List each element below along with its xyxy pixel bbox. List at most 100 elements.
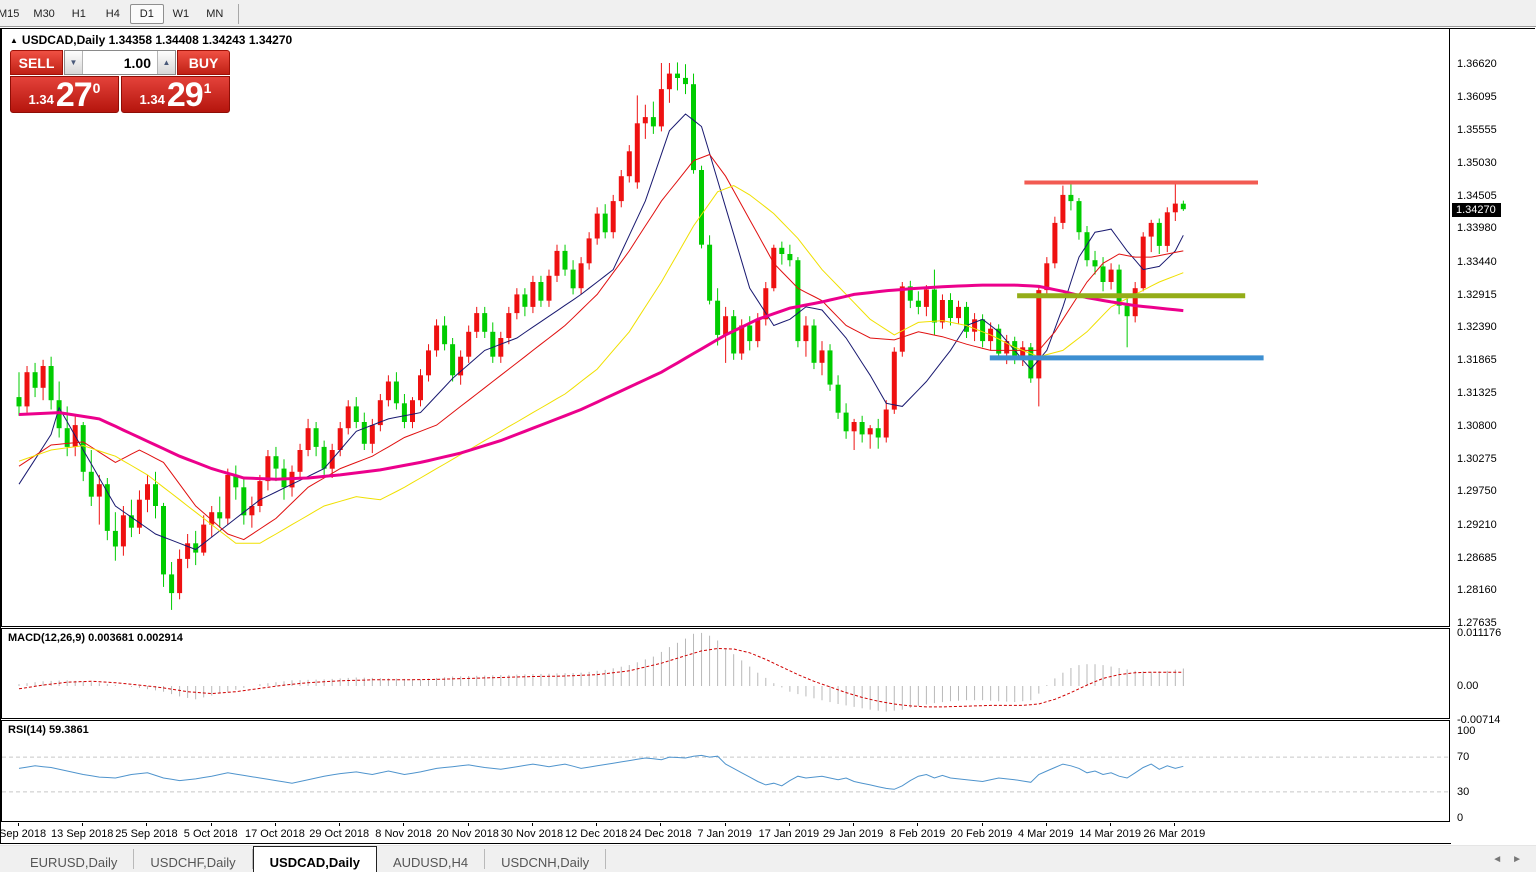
price-chart-canvas[interactable] — [2, 29, 1449, 625]
candle-body — [554, 250, 560, 276]
candle-body — [699, 170, 704, 245]
candle-body — [418, 375, 423, 401]
candle-body — [980, 319, 986, 342]
macd-indicator-pane[interactable]: MACD(12,26,9) 0.003681 0.002914 — [1, 628, 1450, 719]
collapse-arrow-icon[interactable]: ▲ — [10, 36, 18, 45]
candle-body — [265, 456, 271, 482]
timeframe-button-d1[interactable]: D1 — [129, 3, 164, 24]
price-axis[interactable]: 1.36620 1.36095 1.35555 1.35030 1.34505 1.339… — [1451, 29, 1536, 845]
price-axis-label: 1.27635 — [1457, 617, 1497, 629]
rsi-canvas[interactable] — [2, 721, 1449, 821]
timeframe-button-h1[interactable]: H1 — [71, 7, 86, 20]
macd-label: MACD(12,26,9) 0.003681 0.002914 — [8, 632, 183, 644]
date-tick — [917, 823, 919, 826]
volume-input[interactable]: 1.00 — [83, 51, 157, 74]
price-chart-pane[interactable]: ▲ USDCAD,Daily 1.34358 1.34408 1.34243 1.… — [1, 29, 1450, 627]
date-label: 3 Sep 2018 — [0, 828, 47, 840]
candle-body — [353, 406, 359, 422]
ohlc-high: 1.34408 — [155, 33, 199, 47]
rsi-indicator-pane[interactable]: RSI(14) 59.3861 — [1, 720, 1450, 822]
date-label: 29 Jan 2019 — [822, 828, 884, 840]
candle-body — [915, 300, 921, 307]
candle-body — [297, 450, 303, 472]
candle-body — [120, 515, 126, 547]
date-tick — [339, 823, 341, 826]
candle-body — [185, 543, 191, 559]
candle-body — [819, 350, 825, 363]
candle-body — [715, 300, 721, 335]
candle-body — [1060, 194, 1066, 223]
sell-button[interactable]: SELL — [10, 50, 63, 75]
tab-usdcnh-daily[interactable]: USDCNH,Daily — [485, 849, 607, 870]
price-axis-label: 1.32915 — [1457, 288, 1497, 301]
timeframe-button-h4[interactable]: H4 — [105, 7, 120, 20]
candle-body — [16, 397, 22, 407]
rsi-axis-label: 0 — [1457, 812, 1464, 824]
candle-body — [401, 403, 407, 422]
volume-increase-button[interactable]: ▲ — [157, 51, 175, 74]
candle-body — [233, 474, 239, 488]
candle-body — [201, 524, 207, 553]
candle-body — [128, 515, 134, 528]
date-label: 26 Mar 2019 — [1143, 828, 1206, 840]
candle-body — [241, 487, 247, 516]
macd-axis-label: 0.011176 — [1457, 627, 1502, 639]
candle-body — [257, 481, 263, 506]
candle-body — [666, 73, 672, 90]
candle-body — [377, 400, 383, 426]
candle-body — [948, 300, 953, 318]
timeframe-button-m15[interactable]: M15 — [0, 7, 20, 20]
timeframe-button-m30[interactable]: M30 — [33, 7, 55, 20]
candle-body — [48, 366, 54, 401]
volume-spinner: ▼ 1.00 ▲ — [64, 50, 176, 75]
tab-scroll-right-icon[interactable]: ► — [1512, 853, 1522, 865]
candle-body — [490, 331, 496, 357]
candle-body — [1108, 269, 1114, 282]
date-label: 5 Oct 2018 — [183, 828, 238, 840]
tab-scroll-arrows: ◄ ► — [1492, 846, 1536, 872]
macd-canvas[interactable] — [2, 629, 1449, 718]
price-axis-label: 1.31325 — [1457, 387, 1497, 400]
candle-body — [803, 325, 809, 342]
candle-body — [273, 456, 279, 469]
current-price-badge: 1.34270 — [1452, 203, 1501, 218]
sell-price-pip: 0 — [92, 80, 101, 96]
sell-price-prefix: 1.34 — [28, 92, 54, 107]
tab-eurusd-daily[interactable]: EURUSD,Daily — [14, 849, 135, 870]
candle-body — [442, 325, 448, 345]
candle-body — [458, 356, 464, 376]
price-axis-label: 1.35555 — [1457, 124, 1497, 137]
tab-audusd-h4[interactable]: AUDUSD,H4 — [377, 849, 486, 870]
candle-body — [899, 286, 905, 352]
date-label: 30 Nov 2018 — [500, 828, 564, 840]
timeframe-button-mn[interactable]: MN — [206, 7, 224, 20]
candle-body — [337, 428, 343, 450]
candle-body — [675, 73, 680, 78]
chart-window: ▲ USDCAD,Daily 1.34358 1.34408 1.34243 1.… — [0, 28, 1536, 845]
date-label: 8 Nov 2018 — [375, 828, 432, 840]
candle-body — [1068, 194, 1074, 202]
candle-body — [634, 123, 640, 183]
sell-price-quote[interactable]: 1.34 27 0 — [10, 76, 119, 113]
candle-body — [345, 406, 351, 429]
candle-body — [1164, 212, 1170, 246]
timeframe-button-w1[interactable]: W1 — [172, 7, 190, 20]
ohlc-close: 1.34270 — [248, 33, 293, 47]
candle-body — [1116, 269, 1122, 306]
candle-body — [827, 350, 833, 385]
volume-decrease-button[interactable]: ▼ — [65, 51, 83, 74]
candle-body — [498, 338, 504, 357]
tab-usdcad-daily[interactable]: USDCAD,Daily — [252, 846, 377, 872]
candle-body — [1140, 236, 1146, 289]
candle-body — [610, 201, 616, 233]
tab-scroll-left-icon[interactable]: ◄ — [1492, 853, 1503, 865]
buy-price-quote[interactable]: 1.34 29 1 — [121, 76, 230, 113]
date-tick — [788, 823, 790, 826]
buy-button[interactable]: BUY — [177, 50, 230, 75]
buy-price-main: 29 — [166, 76, 204, 114]
tab-usdchf-daily[interactable]: USDCHF,Daily — [134, 849, 253, 870]
candle-body — [964, 306, 969, 332]
candle-body — [64, 428, 70, 447]
